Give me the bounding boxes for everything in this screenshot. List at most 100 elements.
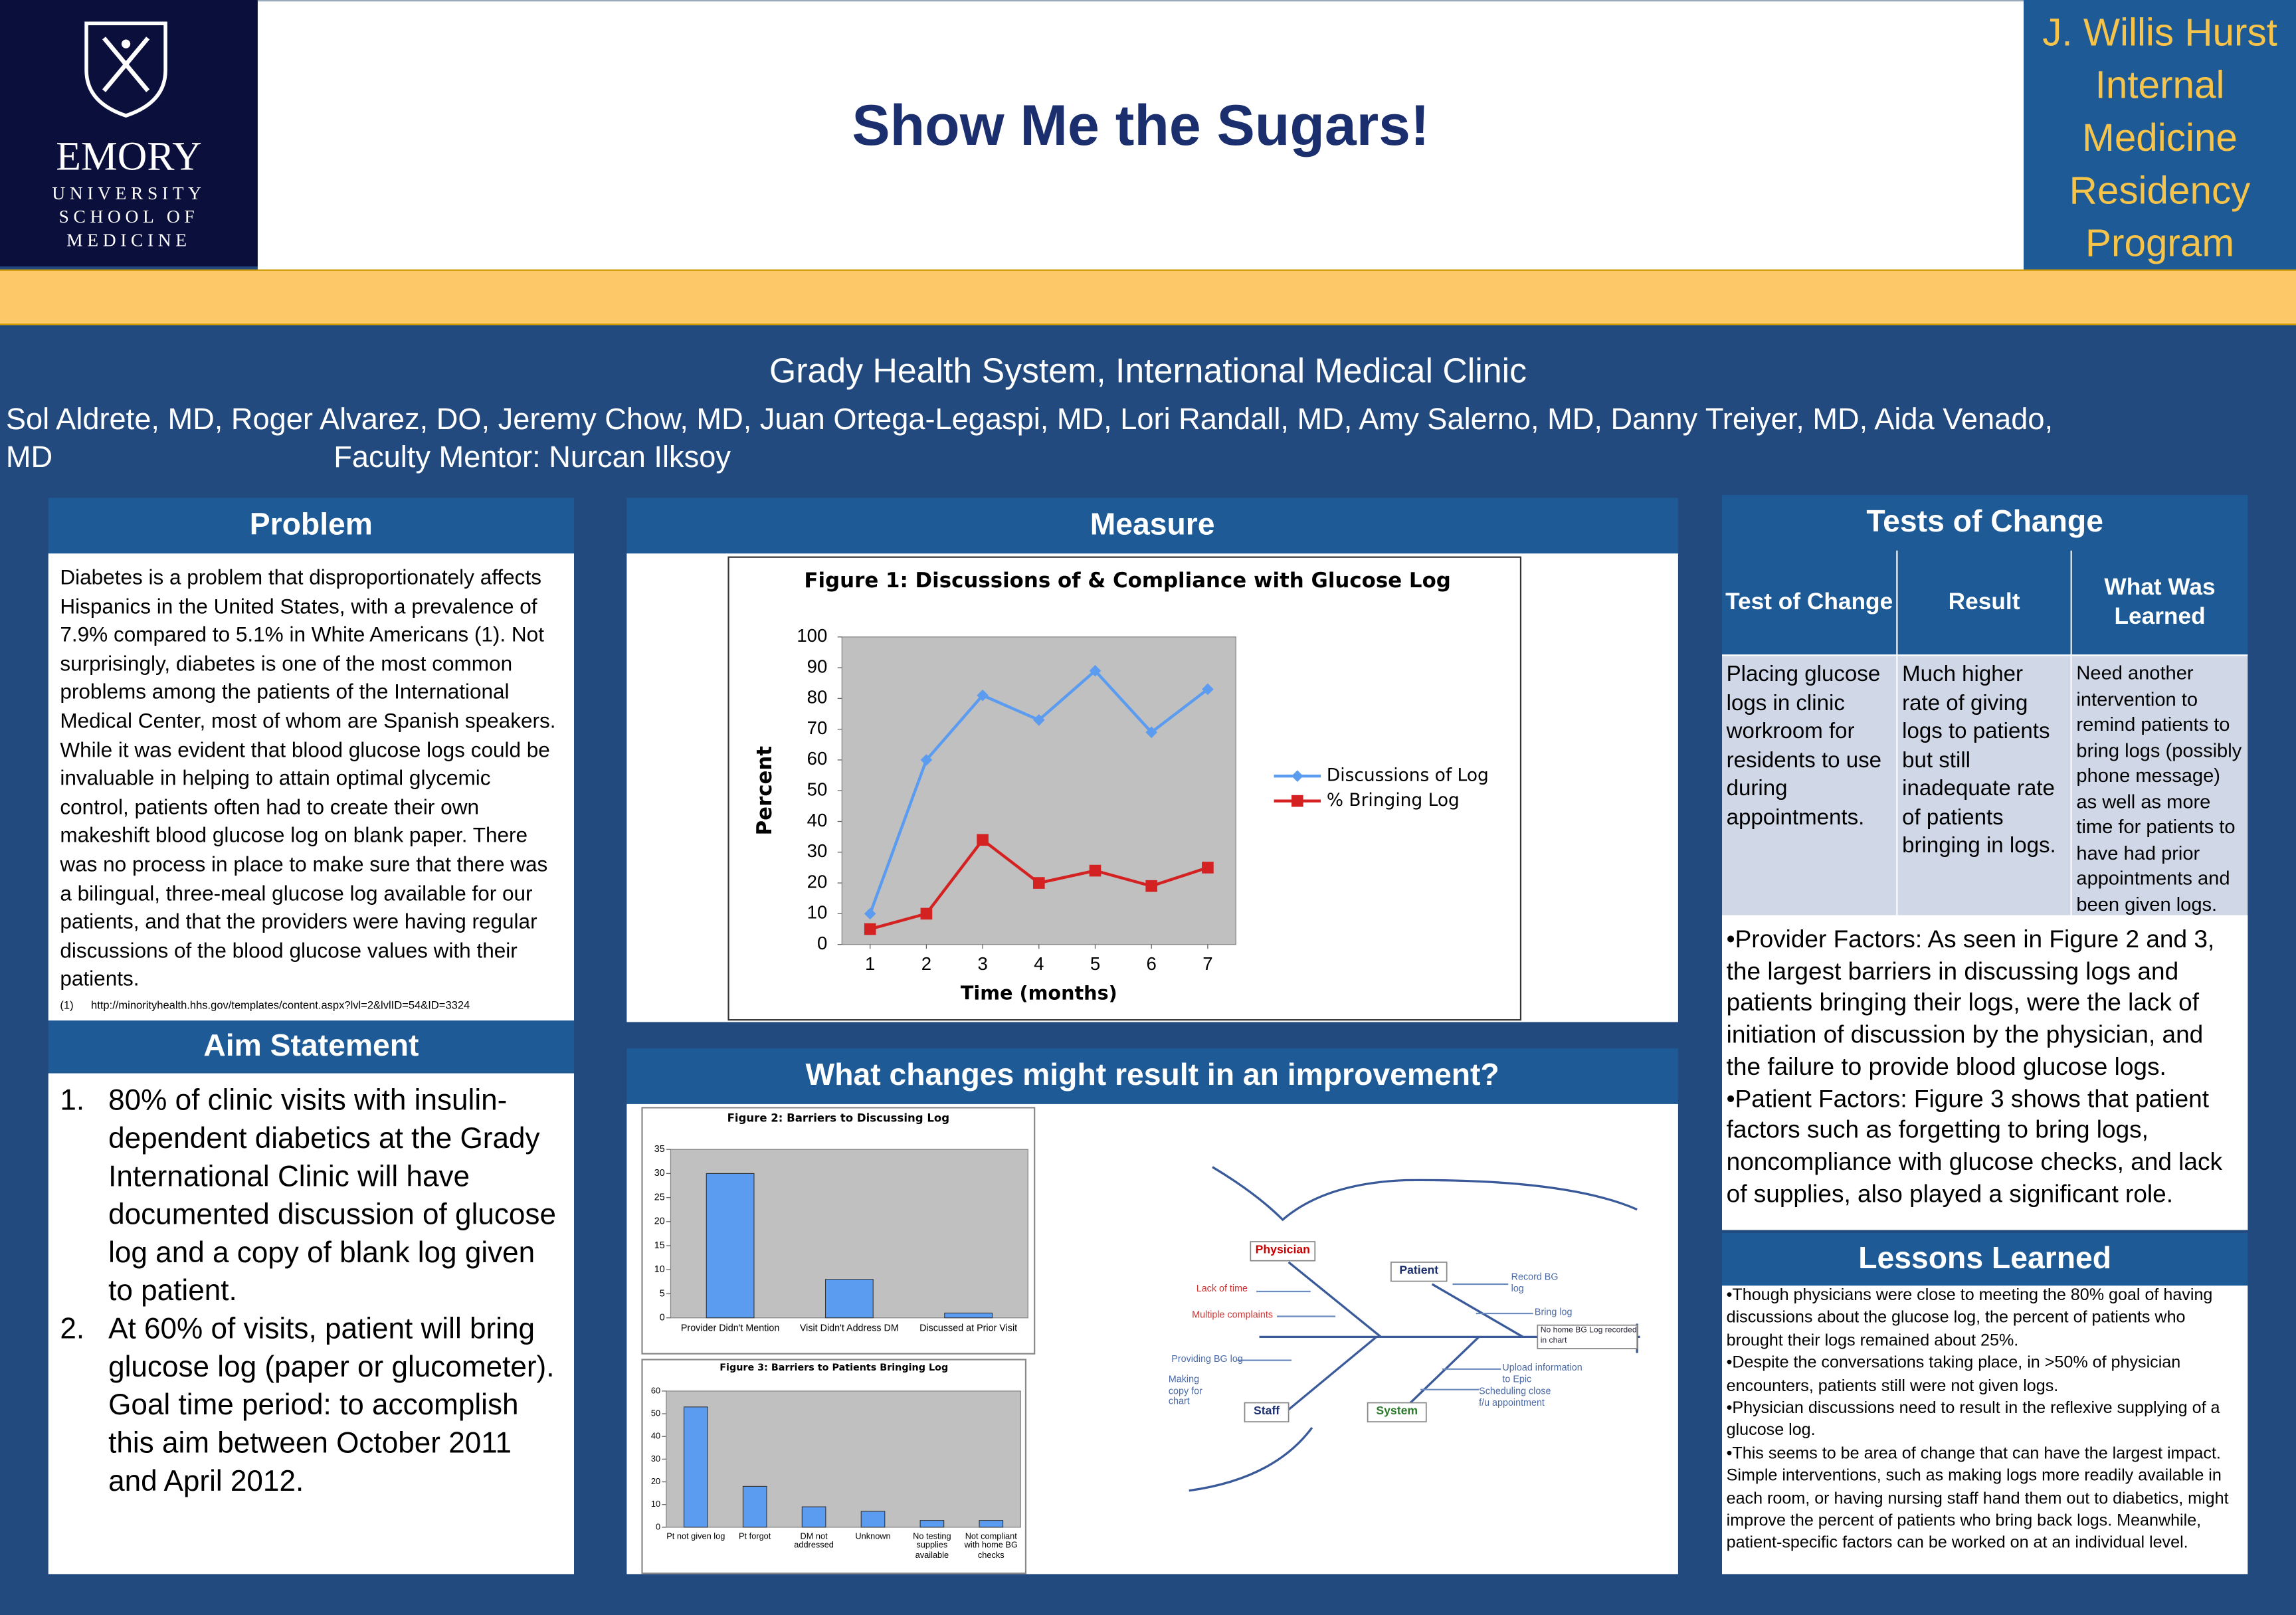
section-header: Problem: [48, 498, 575, 554]
fishbone-cause: Providing BG log: [1171, 1354, 1243, 1365]
y-tick-label: 25: [654, 1192, 665, 1202]
bar: [824, 1279, 874, 1319]
authors: Sol Aldrete, MD, Roger Alvarez, DO, Jere…: [5, 403, 2054, 475]
reference-url: http://minorityhealth.hhs.gov/templates/…: [91, 998, 470, 1012]
lesson: •Physician discussions need to result in…: [1726, 1400, 2220, 1440]
figure-title: Figure 1: Discussions of & Compliance wi…: [804, 569, 1451, 593]
plot-area: [666, 1390, 1021, 1528]
y-tick-label: 20: [654, 1216, 665, 1227]
logo-shield: [84, 21, 167, 118]
reference: (1) http://minorityhealth.hhs.gov/templat…: [60, 998, 562, 1012]
category-box: [1250, 1241, 1316, 1262]
aim-marker: 2.: [60, 1313, 85, 1346]
x-tick-label: No testing supplies available: [913, 1533, 951, 1561]
y-tick-label: 40: [807, 810, 828, 830]
fishbone-cause: Upload information to Epic: [1502, 1363, 1582, 1384]
y-tick-label: 70: [807, 717, 828, 738]
cause-box: [1537, 1324, 1638, 1349]
point: [864, 923, 876, 935]
factors-body: •Provider Factors: As seen in Figure 2 a…: [1722, 915, 2248, 1230]
section-header: Aim Statement: [48, 1020, 575, 1074]
logo-line: UNIVERSITY: [52, 183, 206, 204]
table-cell: Much higher rate of giving logs to patie…: [1897, 654, 2072, 915]
logo: EMORY UNIVERSITY SCHOOL OF MEDICINE: [0, 0, 258, 267]
factor: •Provider Factors: As seen in Figure 2 a…: [1726, 925, 2215, 1081]
x-tick-label: Pt not given log: [666, 1533, 725, 1542]
y-tick-label: 10: [651, 1499, 660, 1509]
y-tick-label: 10: [807, 902, 828, 923]
y-tick-label: 60: [807, 748, 828, 769]
logo-lines: UNIVERSITY SCHOOL OF MEDICINE: [0, 181, 258, 252]
x-tick-label: 2: [921, 953, 931, 974]
y-tick-label: 15: [654, 1240, 665, 1251]
reference-label: (1): [60, 998, 74, 1012]
point: [977, 689, 989, 702]
aim-body: 1. 80% of clinic visits with insulin-depe…: [48, 1073, 575, 1574]
fishbone-cause: Lack of time: [1196, 1283, 1248, 1295]
section-header: Measure: [626, 498, 1678, 554]
x-tick-label: Visit Didn't Address DM: [799, 1323, 899, 1334]
x-tick-label: DM not addressed: [794, 1533, 834, 1551]
point: [1202, 683, 1214, 696]
y-tick-label: 0: [817, 933, 827, 953]
y-tick-label: 30: [651, 1454, 660, 1464]
point: [920, 907, 933, 920]
fishbone-cause: Making copy for chart: [1168, 1375, 1202, 1408]
aim-item: 1. 80% of clinic visits with insulin-depe…: [60, 1082, 562, 1311]
category-box: [1244, 1402, 1290, 1423]
y-tick-label: 50: [807, 779, 828, 799]
x-tick-label: Not compliant with home BG checks: [964, 1533, 1018, 1561]
bar: [742, 1485, 767, 1528]
x-tick-label: 6: [1147, 953, 1157, 974]
fishbone-bones: [1282, 1261, 1524, 1416]
x-tick-label: 5: [1090, 953, 1100, 974]
logo-line: MEDICINE: [66, 230, 191, 250]
y-tick-label: 20: [651, 1476, 660, 1486]
y-tick-label: 5: [660, 1288, 665, 1299]
bar: [979, 1520, 1004, 1528]
y-axis-label: Percent: [753, 746, 777, 836]
authors-block: Sol Aldrete, MD, Roger Alvarez, DO, Jere…: [6, 401, 2253, 478]
factor: •Patient Factors: Figure 3 shows that pa…: [1726, 1084, 2222, 1208]
logo-name: EMORY: [56, 134, 202, 181]
lesson: •Despite the conversations taking place,…: [1726, 1355, 2181, 1395]
bar: [919, 1520, 945, 1528]
section-header: What changes might result in an improvem…: [626, 1048, 1678, 1104]
point: [1292, 770, 1303, 782]
fishbone-cause: Scheduling close f/u appointment: [1479, 1386, 1551, 1408]
table-header: Test of Change: [1722, 550, 1898, 655]
problem-body: Diabetes is a problem that disproportion…: [48, 553, 575, 1021]
y-tick-label: 35: [654, 1144, 665, 1155]
y-tick-label: 0: [656, 1521, 660, 1531]
lesson: •Though physicians were close to meeting…: [1726, 1287, 2213, 1350]
legend-label: % Bringing Log: [1327, 790, 1460, 810]
problem-text: Diabetes is a problem that disproportion…: [60, 566, 556, 992]
table-cell: Need another intervention to remind pati…: [2071, 654, 2248, 915]
y-tick-label: 0: [660, 1312, 665, 1323]
fishbone-head: [1212, 1166, 1638, 1222]
fishbone-cause: No home BG Log recorded in chart: [1540, 1326, 1637, 1345]
fishbone-category: Physician: [1255, 1243, 1310, 1257]
program: J. Willis Hurst Internal Medicine Reside…: [2024, 0, 2296, 270]
logo-line: SCHOOL OF: [58, 206, 199, 227]
table-header: Result: [1897, 550, 2072, 655]
tests-table: Test of Change Result What Was Learned P…: [1722, 550, 2248, 915]
bar: [706, 1173, 755, 1319]
fishbone-tail: [1189, 1427, 1313, 1492]
section-header: Lessons Learned: [1722, 1232, 2248, 1286]
y-tick-label: 80: [807, 687, 828, 708]
poster-title: Show Me the Sugars!: [852, 95, 1430, 159]
bar: [683, 1406, 708, 1528]
figure-title: Figure 2: Barriers to Discussing Log: [727, 1111, 950, 1125]
fishbone-cause: Bring log: [1534, 1307, 1573, 1318]
fishbone-category: Patient: [1399, 1264, 1439, 1277]
fishbone-category: Staff: [1253, 1404, 1280, 1418]
figure-title: Figure 3: Barriers to Patients Bringing …: [719, 1361, 949, 1374]
x-tick-label: Pt forgot: [739, 1533, 771, 1542]
aim-item: 2. At 60% of visits, patient will bring g…: [60, 1311, 562, 1501]
y-tick-label: 40: [651, 1431, 660, 1441]
point: [1032, 713, 1045, 726]
